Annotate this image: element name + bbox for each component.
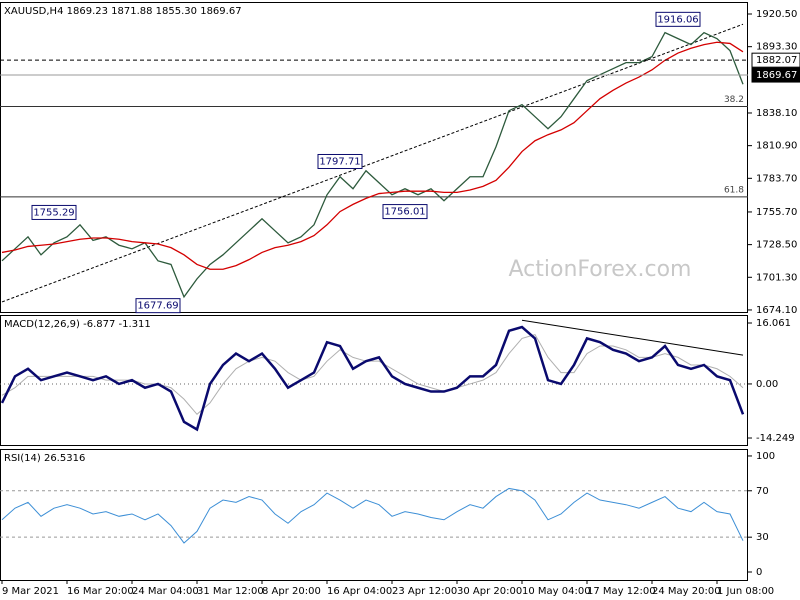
series-line — [1, 487, 744, 544]
panel-title: MACD(12,26,9) -6.877 -1.311 — [4, 319, 151, 330]
x-tick-label: 16 Apr 04:00 — [327, 586, 392, 597]
x-tick-label: 23 Apr 12:00 — [392, 586, 457, 597]
series-line — [1, 31, 744, 299]
fib-label: 38.2 — [724, 95, 744, 105]
panel-frame — [0, 449, 748, 581]
fib-label: 61.8 — [724, 185, 744, 195]
y-tick-label: 0.00 — [756, 379, 778, 390]
y-tick-label: 1674.10 — [756, 305, 797, 316]
y-tick-label: 1893.30 — [756, 42, 797, 53]
panel-frame — [0, 315, 748, 446]
series-line — [0, 325, 745, 432]
x-tick-label: 24 May 20:00 — [652, 586, 721, 597]
annotation-label: 1916.06 — [657, 14, 698, 25]
annotation-box — [317, 153, 363, 169]
x-tick-label: 31 Mar 12:00 — [197, 586, 264, 597]
y-tick-label: 70 — [756, 486, 769, 497]
x-tick-label: 10 May 04:00 — [522, 586, 591, 597]
series-line — [1, 334, 744, 416]
y-tick-label: 1810.90 — [756, 141, 797, 152]
y-tick-label: 1783.70 — [756, 173, 797, 184]
x-tick-label: 1 Jun 08:00 — [717, 586, 774, 597]
y-tick-label: 0 — [756, 567, 762, 578]
y-tick-label: 1920.50 — [756, 9, 797, 20]
annotation-box — [655, 11, 701, 27]
x-tick-label: 30 Apr 20:00 — [457, 586, 522, 597]
annotation-box — [135, 298, 181, 314]
y-tick-label: 16.061 — [756, 318, 791, 329]
price-box — [751, 67, 800, 83]
annotation-label: 1756.01 — [384, 207, 425, 218]
price-box — [751, 52, 800, 68]
watermark: ActionForex.com — [509, 257, 692, 282]
y-tick-label: 100 — [756, 451, 775, 462]
annotation-box — [31, 204, 77, 220]
x-tick-label: 9 Mar 2021 — [2, 586, 59, 597]
x-tick-label: 16 Mar 20:00 — [67, 586, 134, 597]
y-tick-label: 1755.70 — [756, 207, 797, 218]
y-tick-label: 1838.10 — [756, 108, 797, 119]
annotation-label: 1677.69 — [137, 301, 178, 312]
price-label: 1869.67 — [756, 70, 797, 81]
x-tick-label: 8 Apr 20:00 — [262, 586, 321, 597]
y-tick-label: -14.249 — [756, 433, 795, 444]
panel-title: XAUUSD,H4 1869.23 1871.88 1855.30 1869.6… — [4, 6, 242, 17]
y-tick-label: 30 — [756, 532, 769, 543]
annotation-box — [382, 204, 428, 220]
x-tick-label: 17 May 12:00 — [587, 586, 656, 597]
y-tick-label: 1728.50 — [756, 240, 797, 251]
series-line — [1, 41, 744, 270]
panel-title: RSI(14) 26.5316 — [4, 453, 85, 464]
panel-frame — [0, 2, 748, 313]
x-tick-label: 24 Mar 04:00 — [132, 586, 199, 597]
y-tick-label: 1701.30 — [756, 272, 797, 283]
trendline — [521, 319, 744, 356]
trendline — [1, 23, 744, 303]
price-label: 1882.07 — [756, 55, 797, 66]
annotation-label: 1797.71 — [319, 156, 360, 167]
annotation-label: 1755.29 — [33, 207, 74, 218]
